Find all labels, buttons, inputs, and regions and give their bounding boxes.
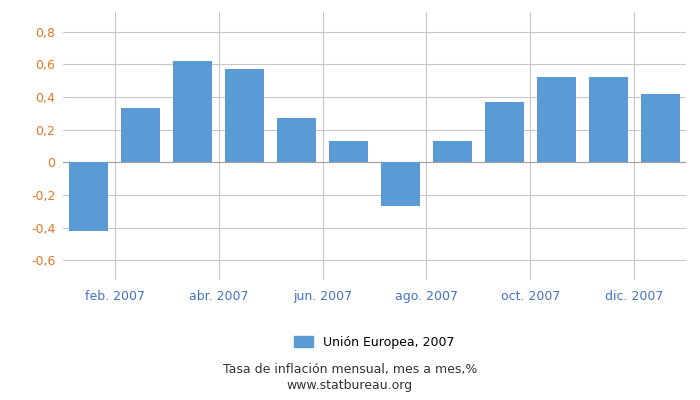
Text: www.statbureau.org: www.statbureau.org <box>287 380 413 392</box>
Bar <box>121 108 160 162</box>
Bar <box>381 162 420 206</box>
Bar <box>329 141 368 162</box>
Bar <box>589 77 628 162</box>
Bar <box>640 94 680 162</box>
Text: Tasa de inflación mensual, mes a mes,%: Tasa de inflación mensual, mes a mes,% <box>223 364 477 376</box>
Bar <box>485 102 524 162</box>
Bar <box>277 118 316 162</box>
Bar <box>433 141 472 162</box>
Legend: Unión Europea, 2007: Unión Europea, 2007 <box>289 331 460 354</box>
Bar <box>537 77 575 162</box>
Bar <box>69 162 108 231</box>
Bar <box>174 61 212 162</box>
Bar <box>225 69 264 162</box>
